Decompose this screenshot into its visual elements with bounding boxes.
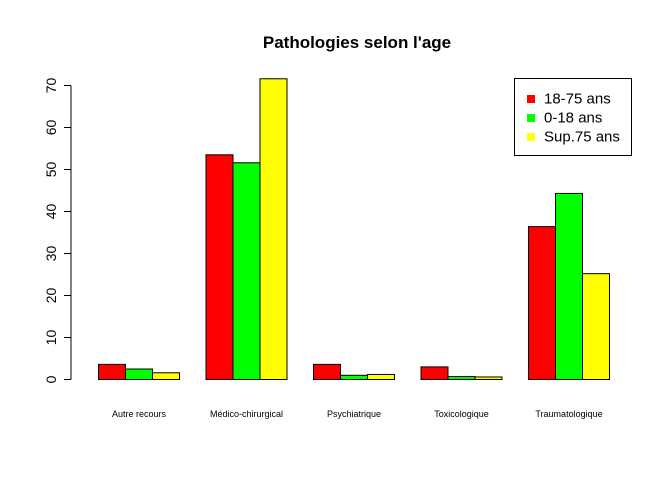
y-tick-label: 60 [43, 120, 59, 136]
category-label: Médico-chirurgical [210, 409, 283, 419]
bar [313, 363, 341, 381]
bar [152, 372, 180, 380]
legend-label: Sup.75 ans [544, 129, 620, 146]
legend: 18-75 ans 0-18 ans Sup.75 ans [514, 78, 632, 156]
bar [367, 373, 395, 380]
y-tick-label: 10 [43, 330, 59, 346]
bar [98, 363, 126, 381]
bar [232, 162, 261, 380]
bar [420, 366, 449, 380]
bars [98, 78, 610, 381]
y-tick-label: 40 [43, 204, 59, 220]
bar [528, 226, 556, 380]
legend-swatch [527, 114, 535, 122]
legend-swatch [527, 133, 535, 141]
y-tick-label: 30 [43, 246, 59, 262]
bar [447, 376, 476, 380]
y-axis: 0 10 20 30 40 50 60 70 [43, 78, 72, 383]
bar [125, 368, 153, 380]
y-tick-label: 50 [43, 162, 59, 178]
y-tick-label: 70 [43, 78, 59, 94]
legend-label: 18-75 ans [544, 91, 611, 108]
legend-label: 0-18 ans [544, 110, 602, 127]
y-tick-label: 0 [43, 375, 59, 383]
legend-swatch [527, 95, 535, 103]
category-label: Psychiatrique [327, 409, 381, 419]
category-label: Autre recours [112, 409, 167, 419]
bar [474, 376, 503, 381]
bar [340, 374, 368, 380]
category-labels: Autre recours Médico-chirurgical Psychiatr… [112, 409, 603, 419]
bar [205, 154, 234, 380]
bar [555, 192, 583, 380]
category-label: Toxicologique [434, 409, 489, 419]
bar [582, 273, 610, 380]
bar [259, 78, 288, 380]
category-label: Traumatologique [535, 409, 602, 419]
chart-title: Pathologies selon l'age [263, 33, 451, 52]
y-tick-label: 20 [43, 288, 59, 304]
